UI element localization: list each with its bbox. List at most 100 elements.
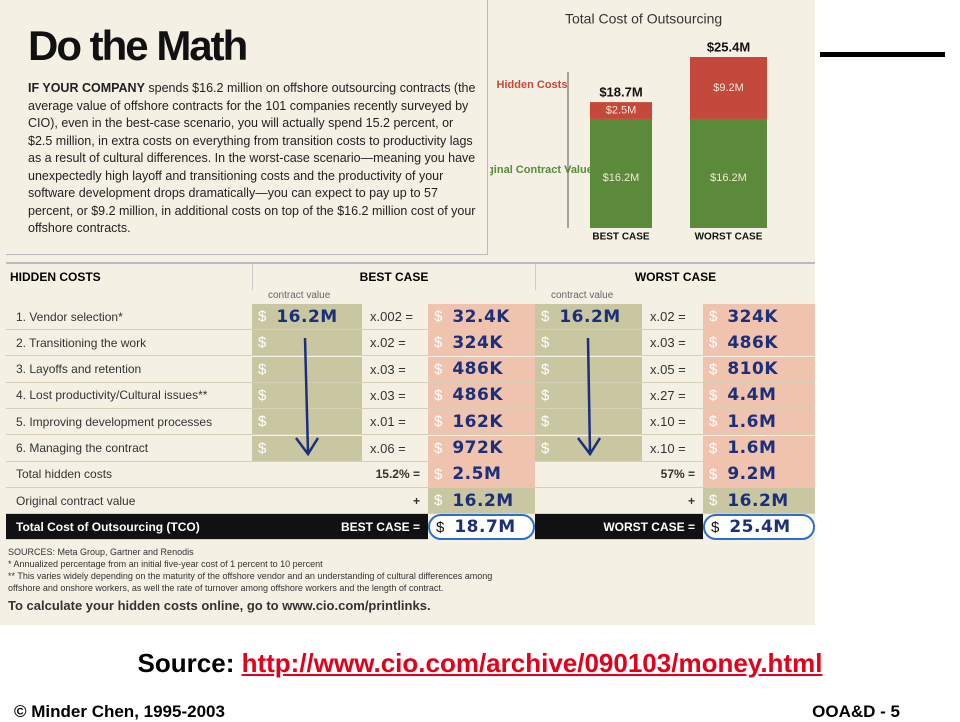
footnote: ** This varies widely depending on the m… xyxy=(8,571,493,593)
row-label: 6. Managing the contract xyxy=(6,436,252,462)
bar-segment xyxy=(590,102,652,119)
result-cell: $810K xyxy=(703,356,815,383)
row-operator: + xyxy=(252,488,428,515)
row-label: 1. Vendor selection* xyxy=(6,304,252,330)
total-cell: $16.2M xyxy=(428,488,535,515)
article-lead: IF YOUR COMPANY xyxy=(28,81,145,95)
article-body: IF YOUR COMPANY spends $16.2 million on … xyxy=(28,80,480,238)
factor: x.03 = xyxy=(362,357,428,383)
handwritten-value: 9.2M xyxy=(727,464,777,485)
footer-right: OOA&D - 5 xyxy=(812,702,900,721)
currency: $ xyxy=(434,386,443,404)
currency: $ xyxy=(258,413,267,431)
contract-cell: $ xyxy=(252,382,362,409)
handwritten-value: 162K xyxy=(452,411,504,432)
currency: $ xyxy=(541,413,550,431)
currency: $ xyxy=(434,308,443,325)
currency: $ xyxy=(434,413,443,431)
factor: x.02 = xyxy=(642,304,703,330)
handwritten-value: 324K xyxy=(452,332,504,353)
row-operator: BEST CASE = xyxy=(252,514,428,541)
row-operator: 57% = xyxy=(535,462,703,488)
currency: $ xyxy=(541,386,550,404)
currency: $ xyxy=(541,439,550,457)
result-cell: $324K xyxy=(428,330,535,357)
row-operator: + xyxy=(535,488,703,515)
contract-cell: $ xyxy=(252,330,362,357)
factor: x.03 = xyxy=(362,383,428,409)
legend-label: Original Contract Value xyxy=(490,164,593,176)
factor: x.002 = xyxy=(362,304,428,330)
contract-cell: $ xyxy=(535,382,642,409)
subheader: contract value xyxy=(551,290,614,301)
row-label: 5. Improving development processes xyxy=(6,409,252,436)
value-label: $2.5M xyxy=(606,104,637,116)
factor: x.10 = xyxy=(642,436,703,462)
cost-table: HIDDEN COSTS BEST CASE WORST CASE contract … xyxy=(6,262,815,541)
value-label: $9.2M xyxy=(713,82,744,94)
total-label: $18.7M xyxy=(599,85,642,100)
article-text: spends $16.2 million on offshore outsour… xyxy=(28,81,476,235)
contract-cell: $16.2M xyxy=(252,304,362,330)
handwritten-value: 25.4M xyxy=(729,517,791,538)
total-cell: $9.2M xyxy=(703,461,815,488)
factor: x.10 = xyxy=(642,409,703,436)
handwritten-value: 810K xyxy=(727,359,779,380)
handwritten-value: 4.4M xyxy=(727,385,777,406)
contract-cell: $ xyxy=(252,435,362,462)
subheader: contract value xyxy=(268,290,331,301)
result-cell: $486K xyxy=(428,356,535,383)
currency: $ xyxy=(436,518,445,536)
contract-cell: $ xyxy=(535,356,642,383)
chart: Total Cost of Outsourcing $16.2M $2.5M $18… xyxy=(490,11,767,243)
currency: $ xyxy=(258,439,267,457)
handwritten-value: 16.2M xyxy=(727,490,789,511)
currency: $ xyxy=(258,334,267,352)
currency: $ xyxy=(709,439,718,457)
bar-segment xyxy=(690,118,767,228)
currency: $ xyxy=(709,360,718,378)
result-cell: $32.4K xyxy=(428,304,535,330)
currency: $ xyxy=(709,334,718,352)
handwritten-value: 486K xyxy=(452,359,504,380)
currency: $ xyxy=(709,413,718,431)
source-label: Source: xyxy=(137,648,235,678)
row-label: 3. Layoffs and retention xyxy=(6,357,252,383)
rule xyxy=(820,52,945,57)
row-label: Total Cost of Outsourcing (TCO) xyxy=(6,514,252,541)
total-cell: $25.4M xyxy=(703,514,815,541)
total-cell: $16.2M xyxy=(703,488,815,515)
value-label: $16.2M xyxy=(603,172,640,184)
row-label: Total hidden costs xyxy=(6,462,252,488)
header-cell: HIDDEN COSTS xyxy=(10,270,101,284)
result-cell: $162K xyxy=(428,409,535,436)
row-operator: 15.2% = xyxy=(252,462,428,488)
chart-title: Total Cost of Outsourcing xyxy=(565,11,722,27)
handwritten-value: 16.2M xyxy=(452,490,514,511)
handwritten-value: 16.2M xyxy=(559,306,621,327)
currency: $ xyxy=(434,492,443,510)
article-title: Do the Math xyxy=(28,22,248,69)
bar-segment xyxy=(690,57,767,119)
currency: $ xyxy=(709,492,718,510)
article-panel: Do the Math IF YOUR COMPANY spends $16.2… xyxy=(6,0,488,255)
contract-cell: $16.2M xyxy=(535,304,642,330)
currency: $ xyxy=(541,360,550,378)
factor: x.02 = xyxy=(362,330,428,357)
sources-line: SOURCES: Meta Group, Gartner and Renodis xyxy=(8,547,194,557)
legend-label: Hidden Costs xyxy=(497,79,568,91)
source-link[interactable]: http://www.cio.com/archive/090103/money.… xyxy=(241,648,823,678)
handwritten-value: 18.7M xyxy=(454,517,516,538)
bar-segment xyxy=(590,118,652,228)
currency: $ xyxy=(711,518,720,536)
contract-cell: $ xyxy=(535,409,642,436)
total-label: $25.4M xyxy=(707,39,750,54)
row-label: Original contract value xyxy=(6,488,252,515)
contract-cell: $ xyxy=(252,356,362,383)
result-cell: $4.4M xyxy=(703,382,815,409)
header-cell: WORST CASE xyxy=(535,264,815,290)
sources: SOURCES: Meta Group, Gartner and Renodis… xyxy=(8,546,808,612)
contract-cell: $ xyxy=(535,435,642,462)
handwritten-value: 1.6M xyxy=(727,438,777,458)
currency: $ xyxy=(434,334,443,352)
